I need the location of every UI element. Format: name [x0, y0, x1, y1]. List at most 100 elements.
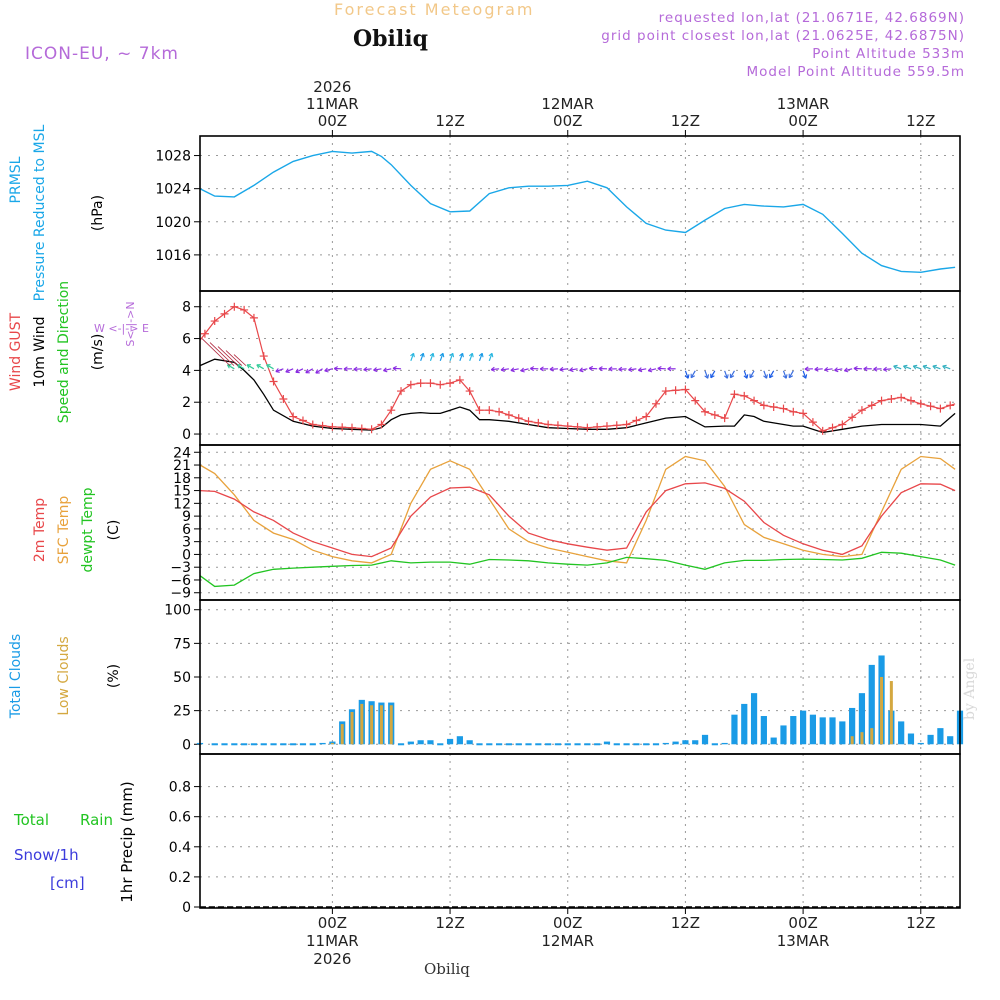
time-label-top: 11MAR — [306, 95, 359, 113]
wind-direction-arrow — [324, 368, 333, 372]
gust-marker — [926, 402, 935, 411]
y-tick-label: 15 — [173, 484, 191, 500]
wind-direction-arrowhead — [256, 364, 261, 369]
y-tick-label: −6 — [170, 573, 191, 589]
cloud-total-bar — [290, 743, 297, 746]
wind-direction-arrowhead — [295, 368, 300, 374]
time-label-bottom: 12Z — [435, 914, 464, 932]
wind-direction-arrowhead — [814, 366, 819, 372]
gust-marker — [563, 422, 572, 431]
y-tick-label: 24 — [173, 445, 191, 461]
gust-marker — [308, 420, 317, 429]
temp-2m-line — [199, 482, 956, 558]
cloud-total-bar — [505, 743, 513, 746]
cloud-total-bar — [397, 743, 405, 746]
wind-direction-arrow — [510, 368, 519, 372]
wind-label: 10m Wind — [32, 316, 48, 387]
wind-direction-arrow — [227, 364, 235, 370]
wind-direction-arrowhead — [690, 373, 695, 379]
gust-marker — [348, 423, 356, 432]
cloud-low-bar — [379, 705, 383, 745]
wind-direction-arrowhead — [729, 373, 735, 379]
gust-marker — [279, 395, 288, 404]
cloud-low-bar — [389, 705, 393, 745]
wind-direction-arrow — [893, 365, 902, 370]
gust-marker — [877, 396, 886, 405]
compass-ns: S<-|->N — [124, 301, 137, 346]
gust-marker — [710, 410, 719, 419]
gust-marker — [632, 416, 641, 425]
y-tick-label: 21 — [173, 458, 191, 474]
gust-marker — [544, 420, 553, 429]
wind-direction-arrow — [353, 368, 362, 370]
wind-direction-arrow — [913, 365, 921, 370]
wind-direction-arrowhead — [343, 366, 348, 372]
wind-direction-arrowhead — [743, 374, 749, 379]
wind-direction-arrowhead — [449, 352, 455, 358]
wind-direction-arrowhead — [843, 367, 849, 373]
gust-marker — [750, 396, 759, 405]
gust-marker — [828, 423, 837, 432]
wind-direction-arrowhead — [363, 366, 368, 372]
wind-direction-arrowhead — [569, 367, 574, 373]
point-altitude: Point Altitude 533m — [812, 46, 965, 62]
time-label-top: 12Z — [671, 112, 700, 130]
time-label-bottom: 12Z — [906, 914, 935, 932]
cloud-total-bar — [594, 743, 601, 746]
cloud-total-bar — [682, 740, 689, 745]
wind-direction-arrowhead — [373, 367, 378, 373]
wind-direction-arrowhead — [500, 367, 505, 373]
time-label-bottom: 00Z — [318, 914, 347, 932]
y-tick-label: −9 — [170, 586, 191, 602]
wind-direction-arrowhead — [704, 374, 710, 379]
precip-unit: 1hr Precip (mm) — [118, 781, 136, 902]
gust-marker — [720, 414, 729, 423]
cloud-total-bar — [760, 716, 767, 745]
gust-marker — [730, 390, 739, 399]
wind-direction-arrowhead — [285, 368, 290, 374]
location-title: Obiliq — [353, 26, 429, 52]
wind-direction-arrow — [449, 353, 454, 362]
wind-direction-arrowhead — [853, 366, 858, 372]
gust-marker — [897, 393, 906, 402]
wind-direction-arrowhead — [903, 364, 908, 370]
pressure-label-2: Pressure Reduced to MSL — [32, 124, 48, 301]
gust-marker — [887, 395, 896, 404]
y-tick-label: 100 — [164, 603, 191, 619]
panel-frame — [199, 753, 961, 909]
cloud-total-bar — [584, 743, 591, 746]
gust-marker — [583, 423, 592, 432]
gust-marker — [573, 422, 582, 431]
wind-direction-arrow — [579, 368, 588, 372]
cloud-total-bar — [299, 743, 307, 746]
y-tick-label: 9 — [182, 509, 191, 525]
wind-direction-arrow — [942, 365, 951, 370]
cloud-low-bar — [870, 728, 874, 745]
wind-direction-arrow — [569, 368, 578, 371]
gust-marker — [602, 422, 611, 431]
gust-marker — [298, 416, 307, 425]
gust-marker — [808, 418, 817, 427]
wind-direction-arrow — [638, 368, 647, 371]
wind-direction-arrowhead — [863, 366, 868, 372]
gust-marker — [249, 313, 258, 322]
wind-direction-arrow — [373, 368, 382, 371]
wind-direction-arrowhead — [802, 374, 808, 379]
wind-direction-arrow — [618, 368, 627, 371]
gust-marker — [671, 386, 680, 395]
requested-coords: requested lon,lat (21.0671E, 42.6869N) — [658, 10, 965, 26]
wind-direction-arrow — [628, 368, 637, 371]
temp-unit: (C) — [106, 520, 122, 541]
cloud-total-bar — [868, 664, 875, 745]
y-tick-label: 6 — [182, 522, 191, 538]
gust-hatch — [201, 338, 231, 366]
wind-direction-arrow — [710, 370, 716, 379]
cloud-total-bar — [495, 743, 503, 746]
wind-direction-arrow — [824, 368, 833, 371]
gust-marker — [387, 406, 396, 415]
wind-direction-arrowhead — [429, 352, 435, 358]
cloud-total-bar — [907, 733, 915, 745]
cloud-low-bar — [889, 681, 893, 745]
time-label-bottom: 12Z — [671, 914, 700, 932]
